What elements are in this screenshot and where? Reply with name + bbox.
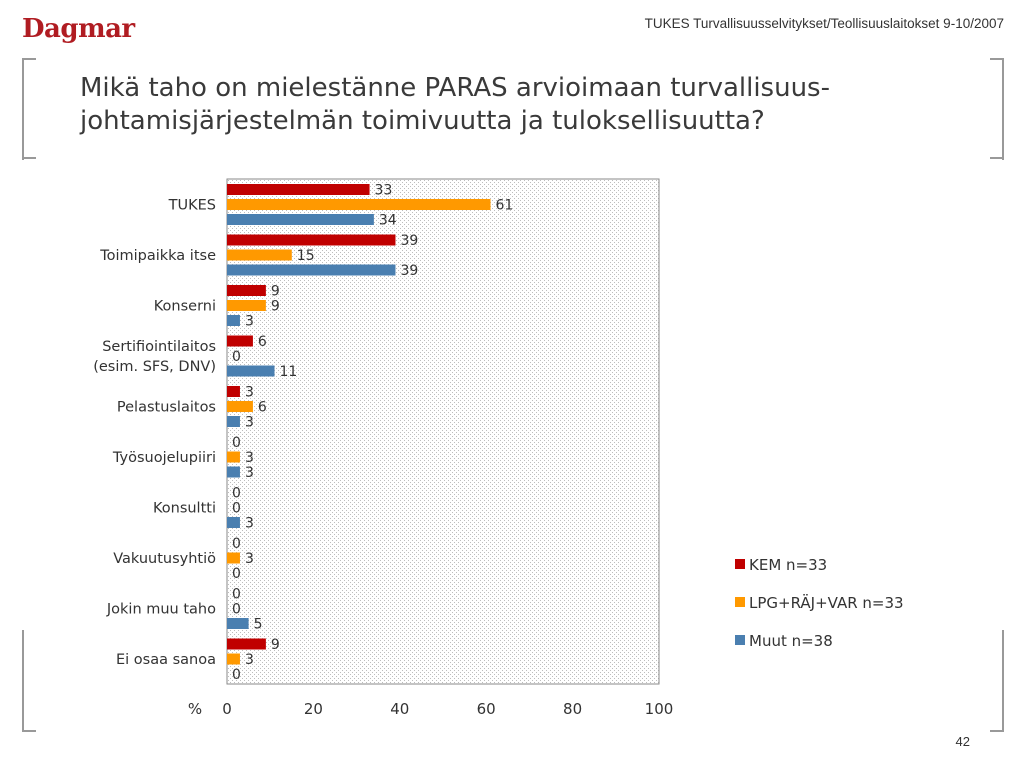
bar-s1-c7 [227,552,240,564]
bar-s2-c5 [227,466,240,478]
bar-s1-c4 [227,401,253,412]
page-number: 42 [955,734,970,749]
legend-label-2: Muut n=38 [749,632,833,650]
category-label-3-line1: (esim. SFS, DNV) [93,359,216,375]
bar-s1-c0 [227,199,491,210]
bar-label-s2-c9: 0 [232,667,241,683]
bar-label-s2-c7: 0 [232,566,241,582]
frame-corner-bottom-left [22,630,36,732]
bar-label-s2-c2: 3 [245,314,254,330]
bar-s1-c2 [227,300,266,311]
x-tick-label-80: 80 [563,700,582,718]
x-tick-label-40: 40 [390,700,409,718]
bar-s0-c4 [227,386,240,397]
bar-s2-c4 [227,416,240,427]
bar-s0-c0 [227,184,370,195]
legend-item-0: KEM n=33 [735,556,827,574]
frame-corner-bottom-right [990,630,1004,732]
bar-label-s2-c6: 3 [245,516,254,532]
bar-label-s2-c8: 5 [254,617,263,633]
legend-label-0: KEM n=33 [749,556,828,574]
category-label-3-line0: Sertifiointilaitos [102,339,216,355]
bar-s2-c2 [227,315,240,326]
bar-label-s1-c0: 61 [496,198,514,214]
bar-label-s0-c7: 0 [232,536,241,552]
bar-label-s1-c9: 3 [245,652,254,668]
x-tick-label-20: 20 [304,700,323,718]
legend-swatch-0 [735,559,745,569]
slide-title: Mikä taho on mielestänne PARAS arvioimaa… [80,73,830,136]
frame-tick-left [22,157,36,159]
bar-s1-c9 [227,653,240,665]
bar-label-s1-c7: 3 [245,551,254,567]
bar-s2-c8 [227,618,249,629]
bar-label-s2-c4: 3 [245,415,254,431]
bar-s2-c6 [227,517,240,528]
bar-label-s0-c0: 33 [375,183,393,199]
bar-s1-c1 [227,249,292,261]
bar-label-s2-c3: 11 [280,364,298,380]
bar-label-s2-c5: 3 [245,465,254,481]
category-label-0: TUKES [168,198,216,214]
bar-s2-c0 [227,214,374,225]
x-tick-label-0: 0 [222,700,232,718]
category-label-8: Jokin muu taho [106,602,216,618]
bar-s2-c3 [227,365,275,377]
bar-s1-c5 [227,451,240,463]
legend-swatch-1 [735,597,745,607]
bar-label-s0-c9: 9 [271,637,280,653]
legend-label-1: LPG+RÄJ+VAR n=33 [749,594,904,612]
bar-label-s1-c5: 3 [245,450,254,466]
bar-label-s1-c2: 9 [271,299,280,315]
bar-label-s2-c1: 39 [400,263,418,279]
bar-label-s2-c0: 34 [379,213,397,229]
frame-corner-top-left [22,58,36,160]
bar-label-s1-c4: 6 [258,400,267,416]
category-label-1: Toimipaikka itse [99,248,216,264]
header-source: TUKES Turvallisuusselvitykset/Teollisuus… [644,16,1004,31]
x-tick-label-60: 60 [477,700,496,718]
bar-label-s1-c6: 0 [232,501,241,517]
category-label-5: Työsuojelupiiri [112,450,216,466]
legend-item-1: LPG+RÄJ+VAR n=33 [735,594,904,612]
bar-label-s0-c8: 0 [232,587,241,603]
x-axis-unit: % [188,700,202,718]
bar-label-s1-c1: 15 [297,248,315,264]
legend-swatch-2 [735,635,745,645]
bar-label-s0-c2: 9 [271,284,280,300]
category-label-7: Vakuutusyhtiö [113,551,216,567]
bar-label-s0-c1: 39 [400,233,418,249]
bar-s0-c3 [227,335,253,347]
bar-s0-c9 [227,638,266,650]
bar-label-s0-c5: 0 [232,435,241,451]
category-label-2: Konserni [154,299,216,315]
x-tick-label-100: 100 [645,700,674,718]
category-label-4: Pelastuslaitos [117,400,216,416]
bar-label-s0-c6: 0 [232,486,241,502]
bar-label-s0-c4: 3 [245,385,254,401]
plot-area [226,178,660,685]
legend-item-2: Muut n=38 [735,632,833,650]
bar-s0-c1 [227,234,396,246]
bar-s0-c2 [227,285,266,296]
bar-label-s0-c3: 6 [258,334,267,350]
frame-corner-top-right [990,58,1004,160]
frame-tick-right [990,157,1004,159]
category-label-9: Ei osaa sanoa [116,652,216,668]
bar-label-s1-c8: 0 [232,602,241,618]
dagmar-logo: Dagmar [22,14,135,44]
bar-s2-c1 [227,264,396,276]
bar-label-s1-c3: 0 [232,349,241,365]
category-label-6: Konsultti [153,501,216,517]
